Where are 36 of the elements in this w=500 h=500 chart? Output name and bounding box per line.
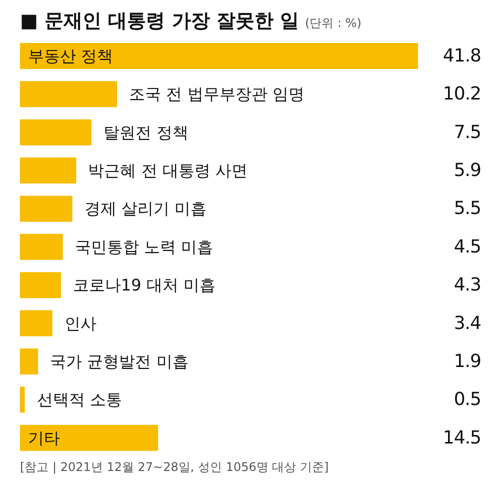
data-label: 4.3 <box>454 274 482 296</box>
y-tick-label: 국가 균형발전 미흡 <box>50 352 188 371</box>
bar <box>20 310 52 336</box>
y-tick-label: 선택적 소통 <box>36 390 122 410</box>
data-label: 5.5 <box>454 198 481 220</box>
data-label: 3.4 <box>454 312 482 334</box>
y-tick-label: 부동산 정책 <box>28 46 114 66</box>
bar <box>20 81 118 108</box>
y-tick-label: 탈원전 정책 <box>103 122 189 142</box>
data-label: 14.5 <box>442 427 481 448</box>
bar <box>20 348 38 374</box>
chart-title: ■ 문재인 대통령 가장 잘못한 일 <box>20 9 300 34</box>
data-label: 0.5 <box>454 389 481 410</box>
y-tick-label: 박근혜 전 대통령 사면 <box>88 161 248 180</box>
bar <box>20 272 61 298</box>
y-tick-label: 인사 <box>64 314 96 333</box>
bar <box>20 158 76 184</box>
text: [참고 | 2021년 12월 27~28일, 성인 1056명 대상 기준] <box>20 459 329 476</box>
bar <box>20 119 92 146</box>
y-tick-label: 조국 전 법무부장관 임명 <box>129 84 304 104</box>
bar <box>20 424 158 451</box>
bar <box>20 196 72 222</box>
data-label: 41.8 <box>442 46 482 66</box>
data-label: 4.5 <box>454 236 481 258</box>
bar <box>20 43 418 69</box>
chart-subtitle: (단위 : %) <box>305 15 362 32</box>
y-tick-label: 국민통합 노력 미흡 <box>74 237 214 256</box>
data-label: 7.5 <box>454 122 481 143</box>
bar <box>20 386 25 413</box>
y-tick-label: 기타 <box>28 428 60 448</box>
y-tick-label: 코로나19 대처 미흡 <box>72 276 216 295</box>
data-label: 1.9 <box>454 350 482 372</box>
data-label: 10.2 <box>442 84 481 105</box>
bar <box>20 234 63 260</box>
data-label: 5.9 <box>454 160 482 182</box>
y-tick-label: 경제 살리기 미흡 <box>84 199 207 218</box>
